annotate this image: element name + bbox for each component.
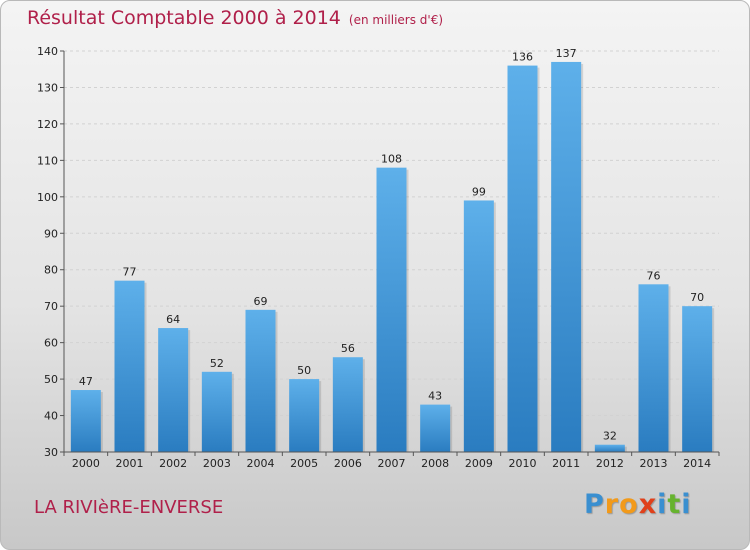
chart-unit-label: (en milliers d'€)	[348, 13, 444, 27]
bar-2007[interactable]	[376, 167, 407, 452]
bar-2010[interactable]	[507, 65, 538, 452]
chart-title-text: Résultat Comptable 2000 à 2014	[27, 7, 341, 29]
y-tick-label: 60	[44, 337, 58, 350]
bar-2014[interactable]	[682, 306, 713, 452]
bar-2006[interactable]	[332, 357, 363, 452]
logo-letter: i	[681, 489, 692, 520]
bar-2011[interactable]	[551, 61, 582, 452]
y-tick-label: 80	[44, 264, 58, 277]
bar-value-label: 136	[512, 51, 533, 64]
y-tick-label: 110	[37, 154, 58, 167]
y-tick-label: 40	[44, 410, 58, 423]
logo-letter: o	[619, 489, 639, 520]
bar-value-label: 47	[79, 375, 93, 388]
logo-letter: x	[638, 489, 658, 520]
x-tick-label: 2008	[421, 457, 449, 470]
x-tick-label: 2010	[509, 457, 537, 470]
bar-value-label: 70	[690, 291, 704, 304]
bar-value-label: 43	[428, 390, 442, 403]
y-tick-label: 100	[37, 191, 58, 204]
commune-name: LA RIVIèRE-ENVERSE	[34, 497, 224, 518]
bar-2008[interactable]	[420, 404, 451, 452]
bar-value-label: 64	[166, 313, 180, 326]
logo-letter: r	[604, 489, 620, 520]
logo-letter: i	[657, 489, 668, 520]
x-tick-label: 2011	[552, 457, 580, 470]
logo-letter: t	[667, 489, 682, 520]
bar-value-label: 99	[472, 185, 486, 198]
labels: 47 2000 77 2001 64 2002 52 2003 69 2004 50 2005 56 20…	[72, 47, 711, 470]
logo-letter: P	[584, 489, 605, 520]
proxiti-logo[interactable]: Proxiti	[584, 489, 692, 520]
bar-value-label: 77	[123, 266, 137, 279]
x-tick-label: 2005	[290, 457, 318, 470]
x-tick-label: 2014	[683, 457, 711, 470]
y-tick-label: 120	[37, 118, 58, 131]
bar-2013[interactable]	[638, 284, 669, 452]
bar-2003[interactable]	[201, 371, 232, 452]
bar-value-label: 76	[647, 269, 661, 282]
bar-value-label: 69	[254, 295, 268, 308]
bar-2005[interactable]	[289, 379, 320, 452]
x-tick-label: 2004	[247, 457, 275, 470]
x-tick-label: 2007	[378, 457, 406, 470]
axes: 30 40 50 60 70 80 90 100 110 120 130 140	[37, 45, 720, 459]
bar-2001[interactable]	[114, 280, 145, 452]
bar-value-label: 56	[341, 342, 355, 355]
y-tick-label: 70	[44, 300, 58, 313]
x-tick-label: 2001	[116, 457, 144, 470]
bar-2009[interactable]	[463, 200, 494, 452]
bar-2004[interactable]	[245, 309, 276, 452]
y-tick-label: 30	[44, 446, 58, 459]
bar-value-label: 52	[210, 357, 224, 370]
bar-value-label: 137	[556, 47, 577, 60]
bar-value-label: 108	[381, 153, 402, 166]
y-tick-label: 50	[44, 373, 58, 386]
bar-2012[interactable]	[594, 444, 625, 452]
y-tick-label: 90	[44, 227, 58, 240]
x-tick-label: 2003	[203, 457, 231, 470]
bar-2000[interactable]	[70, 390, 101, 452]
y-tick-label: 130	[37, 81, 58, 94]
x-tick-label: 2013	[640, 457, 668, 470]
bar-value-label: 50	[297, 364, 311, 377]
x-tick-label: 2006	[334, 457, 362, 470]
y-tick-label: 140	[37, 45, 58, 58]
bar-2002[interactable]	[158, 328, 189, 452]
x-tick-label: 2002	[159, 457, 187, 470]
x-tick-label: 2009	[465, 457, 493, 470]
x-tick-label: 2012	[596, 457, 624, 470]
chart-title: Résultat Comptable 2000 à 2014 (en millie…	[27, 7, 443, 29]
x-tick-label: 2000	[72, 457, 100, 470]
bar-value-label: 32	[603, 430, 617, 443]
bars	[70, 61, 715, 452]
